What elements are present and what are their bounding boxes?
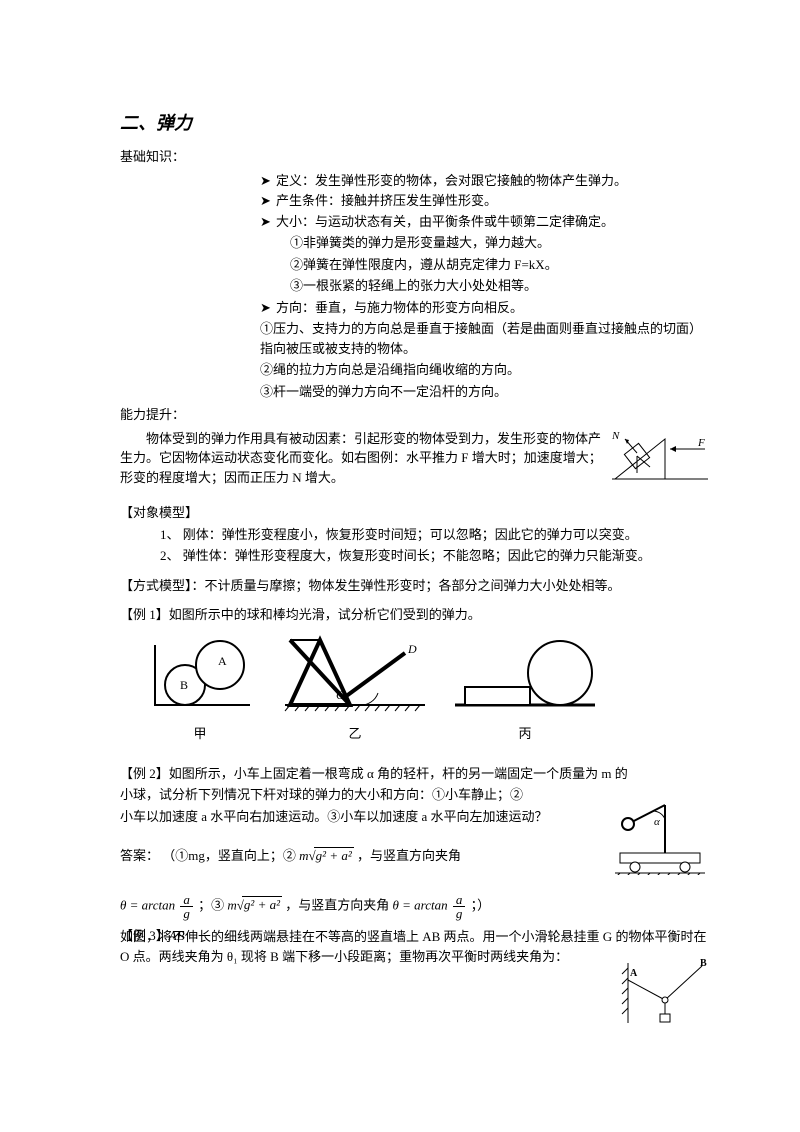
label-A: A — [630, 968, 638, 979]
formula-sqrt: g² + a² — [242, 896, 282, 912]
example-2-block: 【例 2】如图所示，小车上固定着一根弯成 α 角的轻杆，杆的另一端固定一个质量为… — [120, 764, 710, 881]
mode-model-line: 【方式模型】：不计质量与摩擦；物体发生弹性形变时；各部分之间弹力大小处处相等。 — [120, 576, 710, 596]
answer-text: ，与竖直方向夹角 — [357, 848, 461, 863]
formula-sqrt: g² + a² — [314, 847, 354, 863]
figure-jia: B A 甲 — [140, 635, 260, 744]
answer-line-2: θ = arctan ag ；③ m√g² + a² ，与竖直方向夹角 θ = … — [120, 893, 710, 920]
triangle-bullet-icon: ➤ — [260, 212, 276, 232]
formula-m: m — [227, 897, 236, 912]
triangle-bullet-icon: ➤ — [260, 298, 276, 318]
list-item: ③杆一端受的弹力方向不一定沿杆的方向。 — [260, 382, 710, 402]
figure-caption: 乙 — [280, 724, 430, 744]
subhead-ability: 能力提升： — [120, 405, 710, 425]
example-1: 【例 1】如图所示中的球和棒均光滑，试分析它们受到的弹力。 — [120, 605, 710, 625]
bullet-text: 定义：发生弹性形变的物体，会对跟它接触的物体产生弹力。 — [276, 171, 710, 191]
definition-list: ➤ 定义：发生弹性形变的物体，会对跟它接触的物体产生弹力。 ➤ 产生条件：接触并… — [260, 171, 710, 318]
bullet-text: 大小：与运动状态有关，由平衡条件或牛顿第二定律确定。 — [276, 212, 710, 232]
bullet-direction: ➤ 方向：垂直，与施力物体的形变方向相反。 — [260, 298, 710, 318]
label-F: F — [697, 437, 705, 449]
figure-bing: 丙 — [450, 635, 600, 744]
bullet-magnitude: ➤ 大小：与运动状态有关，由平衡条件或牛顿第二定律确定。 — [260, 212, 710, 232]
bullet-condition: ➤ 产生条件：接触并挤压发生弹性形变。 — [260, 191, 710, 211]
triangle-bullet-icon: ➤ — [260, 191, 276, 211]
fraction: ag — [453, 893, 466, 920]
document-page: 二、弹力 基础知识： ➤ 定义：发生弹性形变的物体，会对跟它接触的物体产生弹力。… — [0, 0, 800, 1074]
figure-caption: 甲 — [140, 724, 260, 744]
section-title: 二、弹力 — [120, 110, 710, 137]
formula-theta: θ = arctan — [393, 897, 448, 912]
incline-figure: N F — [610, 429, 710, 489]
label-N: N — [611, 430, 620, 442]
formula-theta: θ = arctan — [120, 897, 175, 912]
list-item: ②弹簧在弹性限度内，遵从胡克定律力 F=kX。 — [290, 255, 710, 275]
figure-row: B A 甲 C D — [140, 635, 710, 744]
label-A: A — [218, 654, 227, 668]
answer-text: ；） — [471, 897, 491, 912]
formula-m: m — [299, 848, 308, 863]
example-text: 如图所示，小车上固定着一根弯成 α 角的轻杆，杆的另一端固定一个质量为 m 的 — [169, 766, 628, 781]
bullet-text: 产生条件：接触并挤压发生弹性形变。 — [276, 191, 710, 211]
label-D: D — [407, 642, 417, 656]
figure-yi: C D 乙 — [280, 635, 430, 744]
mode-model-head: 【方式模型】 — [120, 578, 192, 593]
label-alpha: α — [654, 816, 660, 828]
subhead-basics: 基础知识： — [120, 147, 710, 167]
list-item: ①压力、支持力的方向总是垂直于接触面（若是曲面则垂直过接触点的切面）指向被压或被… — [260, 319, 710, 358]
list-item: ②绳的拉力方向总是沿绳指向绳收缩的方向。 — [260, 360, 710, 380]
object-model-head: 【对象模型】 — [120, 503, 710, 523]
label-C: C — [336, 688, 345, 702]
mode-model-text: ：不计质量与摩擦；物体发生弹性形变时；各部分之间弹力大小处处相等。 — [192, 578, 621, 593]
list-item: ①非弹簧类的弹力是形变量越大，弹力越大。 — [290, 233, 710, 253]
magnitude-sublist: ①非弹簧类的弹力是形变量越大，弹力越大。 ②弹簧在弹性限度内，遵从胡克定律力 F… — [290, 233, 710, 296]
example-text: 如图所示中的球和棒均光滑，试分析它们受到的弹力。 — [169, 607, 481, 622]
answer-text: （①mg，竖直向上；② — [162, 848, 296, 863]
fraction: ag — [180, 893, 193, 920]
example-head: 【例 1】 — [120, 607, 169, 622]
example-2-line1: 【例 2】如图所示，小车上固定着一根弯成 α 角的轻杆，杆的另一端固定一个质量为… — [120, 764, 710, 784]
bullet-text: 方向：垂直，与施力物体的形变方向相反。 — [276, 298, 710, 318]
list-item: ③一根张紧的轻绳上的张力大小处处相等。 — [290, 276, 710, 296]
triangle-bullet-icon: ➤ — [260, 171, 276, 191]
example-3-block: 【例 3】AB 如图，将不伸长的细线两端悬挂在不等高的竖直墙上 AB 两点。用一… — [120, 926, 710, 1034]
cart-figure: α — [610, 785, 710, 881]
object-model-item: 1、 刚体：弹性形变程度小，恢复形变时间短；可以忽略；因此它的弹力可以突变。 — [160, 525, 710, 545]
label-B: B — [180, 678, 188, 692]
object-model-item: 2、 弹性体：弹性形变程度大，恢复形变时间长；不能忽略；因此它的弹力只能渐变。 — [160, 546, 710, 566]
figure-caption: 丙 — [450, 724, 600, 744]
answer-text: ，与竖直方向夹角 — [285, 897, 389, 912]
label-B: B — [700, 958, 707, 969]
ability-block: N F 物体受到的弹力作用具有被动因素：引起形变的物体受到力，发生形变的物体产生… — [120, 429, 710, 490]
example-head: 【例 2】 — [120, 766, 169, 781]
pulley-figure: A B — [620, 958, 710, 1034]
answer-text: ；③ — [198, 897, 224, 912]
direction-sublist: ①压力、支持力的方向总是垂直于接触面（若是曲面则垂直过接触点的切面）指向被压或被… — [260, 319, 710, 401]
bullet-definition: ➤ 定义：发生弹性形变的物体，会对跟它接触的物体产生弹力。 — [260, 171, 710, 191]
answer-head: 答案： — [120, 848, 159, 863]
